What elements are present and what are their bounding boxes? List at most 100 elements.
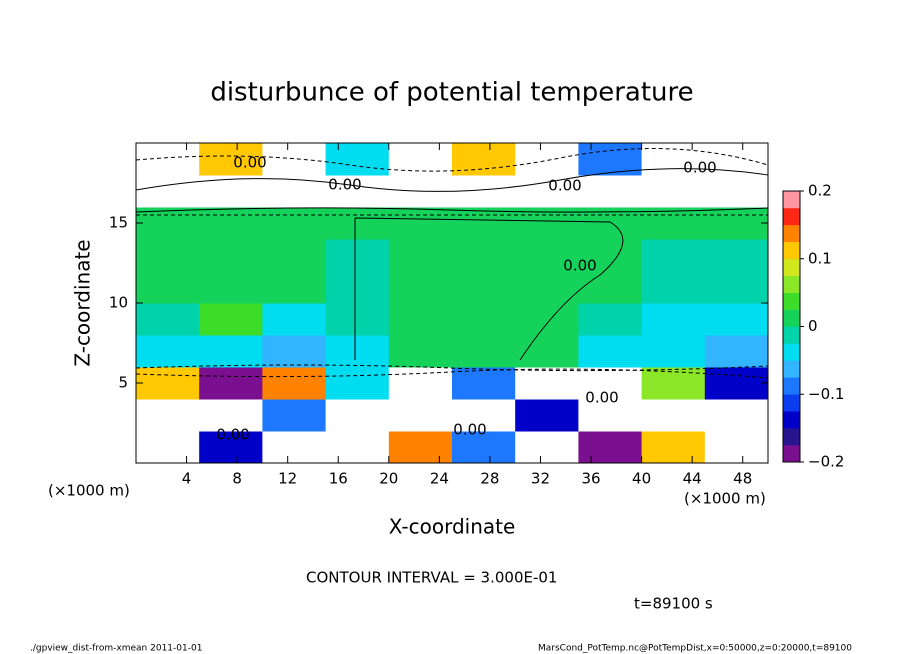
colorbar-tick-label: 0.1 bbox=[808, 249, 832, 267]
contour-label: 0.00 bbox=[585, 389, 618, 407]
heat-cell bbox=[325, 271, 390, 304]
y-axis-label: Z-coordinate bbox=[71, 239, 95, 366]
heat-cell bbox=[325, 303, 390, 336]
heat-cell bbox=[325, 175, 390, 208]
colorbar-swatch bbox=[783, 309, 800, 327]
colorbar-swatch bbox=[783, 411, 800, 429]
colorbar-swatch bbox=[783, 326, 800, 344]
colorbar-tick-label: −0.2 bbox=[808, 453, 844, 471]
heat-cell bbox=[578, 335, 643, 368]
heat-cell bbox=[641, 271, 706, 304]
contour-label: 0.00 bbox=[328, 176, 361, 194]
heat-cell bbox=[578, 303, 643, 336]
heat-cell bbox=[578, 399, 643, 432]
heat-cell bbox=[136, 367, 200, 400]
heat-cell bbox=[515, 335, 579, 368]
heat-cell bbox=[388, 431, 453, 464]
heat-cell bbox=[452, 207, 516, 240]
heat-cell bbox=[262, 143, 327, 176]
heat-cell bbox=[262, 335, 327, 368]
heat-cell bbox=[136, 335, 200, 368]
contour-interval: CONTOUR INTERVAL = 3.000E-01 bbox=[306, 569, 557, 587]
heat-cell bbox=[704, 335, 769, 368]
heat-cell bbox=[578, 175, 643, 208]
heat-cell bbox=[325, 335, 390, 368]
footer-right: MarsCond_PotTemp.nc@PotTempDist,x=0:5000… bbox=[538, 644, 852, 654]
heat-cell bbox=[136, 399, 200, 432]
heat-cell bbox=[325, 207, 390, 240]
heat-cell bbox=[515, 271, 579, 304]
heat-cell bbox=[199, 335, 263, 368]
y-unit-label: (×1000 m) bbox=[48, 482, 130, 500]
colorbar-swatch bbox=[783, 275, 800, 293]
heat-cell bbox=[325, 431, 390, 464]
heat-cell bbox=[262, 399, 327, 432]
colorbar-swatch bbox=[783, 394, 800, 412]
heat-cell bbox=[704, 207, 769, 240]
heat-cell bbox=[452, 239, 516, 272]
contours bbox=[135, 148, 769, 379]
heat-cell bbox=[704, 431, 769, 464]
heat-cell bbox=[452, 367, 516, 400]
heat-cell bbox=[515, 303, 579, 336]
heat-cell bbox=[515, 431, 579, 464]
contour-label: 0.00 bbox=[548, 177, 581, 195]
heat-cell bbox=[388, 207, 453, 240]
heat-cell bbox=[136, 431, 200, 464]
heat-cell bbox=[578, 143, 643, 176]
colorbar-swatch bbox=[783, 343, 800, 361]
x-tick-label: 24 bbox=[430, 470, 449, 488]
heat-cell bbox=[325, 367, 390, 400]
heat-cell bbox=[388, 143, 453, 176]
heat-cell bbox=[515, 399, 579, 432]
heat-cell bbox=[136, 271, 200, 304]
heat-cell bbox=[641, 175, 706, 208]
heat-cell bbox=[641, 431, 706, 464]
heat-cell bbox=[199, 367, 263, 400]
x-axis-label: X-coordinate bbox=[389, 515, 516, 539]
heat-cell bbox=[704, 143, 769, 176]
heat-cell bbox=[704, 271, 769, 304]
heat-cell bbox=[325, 399, 390, 432]
heat-cell bbox=[388, 271, 453, 304]
x-tick-label: 4 bbox=[182, 470, 192, 488]
heat-cell bbox=[199, 175, 263, 208]
heat-cell bbox=[262, 207, 327, 240]
heat-cell bbox=[452, 431, 516, 464]
heat-cell bbox=[515, 367, 579, 400]
heat-cell bbox=[199, 399, 263, 432]
colorbar-swatch bbox=[783, 258, 800, 276]
heat-cell bbox=[199, 207, 263, 240]
heat-cell bbox=[136, 175, 200, 208]
contour-label: 0.00 bbox=[453, 421, 486, 439]
contour-label: 0.00 bbox=[683, 159, 716, 177]
heat-cell bbox=[199, 431, 263, 464]
heat-cell bbox=[388, 335, 453, 368]
heat-cell bbox=[704, 399, 769, 432]
colorbar-tick-label: 0 bbox=[808, 317, 818, 335]
heat-cell bbox=[136, 207, 200, 240]
heat-cell bbox=[641, 239, 706, 272]
heat-cell bbox=[325, 239, 390, 272]
heat-cell bbox=[578, 431, 643, 464]
heat-cell bbox=[578, 367, 643, 400]
x-tick-label: 12 bbox=[278, 470, 297, 488]
heat-cell bbox=[578, 271, 643, 304]
heat-cell bbox=[515, 239, 579, 272]
heat-cell bbox=[388, 399, 453, 432]
heat-cell bbox=[641, 335, 706, 368]
heat-cell bbox=[452, 271, 516, 304]
colorbar-swatch bbox=[783, 377, 800, 395]
heat-cell bbox=[136, 239, 200, 272]
x-tick-label: 44 bbox=[683, 470, 702, 488]
colorbar-tick-label: −0.1 bbox=[808, 385, 844, 403]
contour-label: 0.00 bbox=[216, 426, 249, 444]
heat-cell bbox=[641, 207, 706, 240]
heat-cell bbox=[388, 303, 453, 336]
footer-left: ./gpview_dist-from-xmean 2011-01-01 bbox=[30, 644, 202, 654]
colorbar-tick-label: 0.2 bbox=[808, 182, 832, 200]
x-tick-label: 32 bbox=[531, 470, 550, 488]
heat-cell bbox=[578, 239, 643, 272]
chart-title: disturbunce of potential temperature bbox=[210, 78, 693, 108]
time-label: t=89100 s bbox=[634, 595, 713, 613]
